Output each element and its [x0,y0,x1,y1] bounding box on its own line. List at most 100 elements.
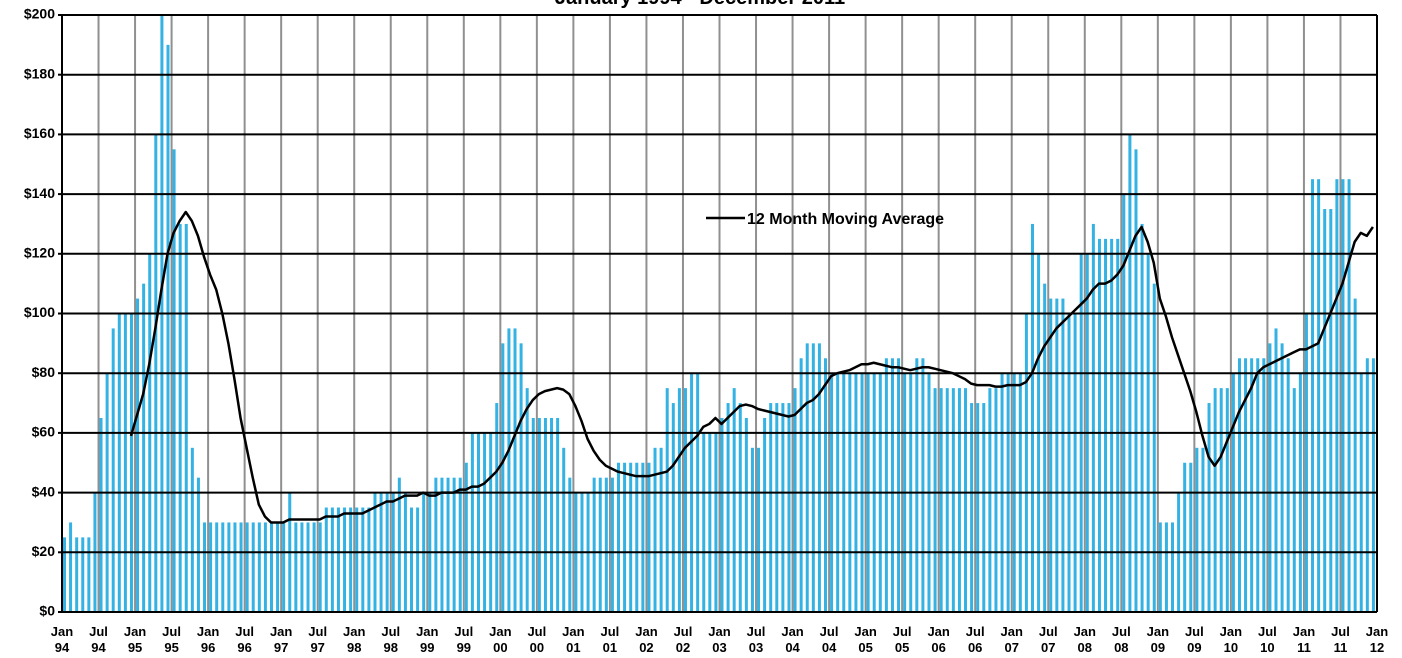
bar [111,328,115,612]
bar [702,432,706,612]
bar [416,507,420,612]
bar [178,223,182,612]
bar [117,313,121,612]
bar [1371,358,1375,612]
bar [1213,388,1217,612]
bar [294,522,298,612]
bar [184,223,188,612]
bar [495,403,499,612]
x-tick-label: Jul 02 [674,624,693,655]
bar [1353,298,1357,612]
bar [1183,462,1187,612]
bar [1024,313,1028,612]
bar [592,477,596,612]
bar [318,522,322,612]
bar [1304,313,1308,612]
bar [1244,358,1248,612]
bar [257,522,261,612]
bar [1164,522,1168,612]
bar [1067,313,1071,612]
bar [1097,238,1101,612]
x-tick-label: Jul 09 [1185,624,1204,655]
x-tick-label: Jul 05 [893,624,912,655]
x-tick-label: Jul 08 [1112,624,1131,655]
bar [921,358,925,612]
chart-title: January 1994 - December 2011 [555,0,845,9]
bar [519,343,523,612]
bar [458,477,462,612]
bar [811,343,815,612]
bar [190,447,194,612]
bar [1329,209,1333,612]
bar [251,522,255,612]
bar [1158,522,1162,612]
bar [683,388,687,612]
bar [1286,358,1290,612]
bar [1061,298,1065,612]
bar [677,388,681,612]
y-tick-label: $120 [24,245,55,261]
bar [269,522,273,612]
bar [1201,447,1205,612]
bar [1256,358,1260,612]
bar [276,522,280,612]
bar [665,388,669,612]
bar [1274,328,1278,612]
bar [245,522,249,612]
x-tick-label: Jan 03 [708,624,730,655]
bar [63,537,66,612]
x-tick-label: Jul 96 [235,624,254,655]
bar [312,522,316,612]
bar [1292,388,1296,612]
y-tick-label: $100 [24,304,55,320]
bar [964,388,968,612]
bar [976,403,980,612]
bar [452,477,456,612]
bar [726,403,730,612]
x-tick-label: Jul 07 [1039,624,1058,655]
bar [367,507,371,612]
bar [1091,223,1095,612]
y-tick-label: $60 [32,424,56,440]
bar [1152,283,1156,612]
bar [483,432,487,612]
bar [629,462,633,612]
bar [343,507,347,612]
bar [81,537,85,612]
bar [939,388,943,612]
bar [1317,179,1321,613]
bar [1347,179,1351,613]
bar [757,447,761,612]
bar [300,522,304,612]
bar [513,328,517,612]
bar [361,507,365,612]
bar [787,403,791,612]
bar [1043,283,1047,612]
x-tick-label: Jan 11 [1293,624,1315,655]
bar [1225,388,1229,612]
bar [209,522,213,612]
x-tick-label: Jan 95 [124,624,146,655]
bar [970,403,974,612]
bar [951,388,955,612]
bar [543,417,547,612]
bar [884,358,888,612]
bar [1207,403,1211,612]
bar [610,477,614,612]
bar [1122,194,1126,612]
bar [750,447,754,612]
bar [136,298,140,612]
bar [793,388,797,612]
bar [531,417,535,612]
bar [489,432,493,612]
bar [598,477,602,612]
x-tick-label: Jul 97 [308,624,327,655]
bar [166,44,170,613]
bar [1030,223,1034,612]
bar [355,507,359,612]
bar [142,283,146,612]
x-tick-label: Jul 01 [601,624,620,655]
bar [1311,179,1315,613]
bar [1140,223,1144,612]
x-tick-label: Jan 94 [51,624,73,655]
